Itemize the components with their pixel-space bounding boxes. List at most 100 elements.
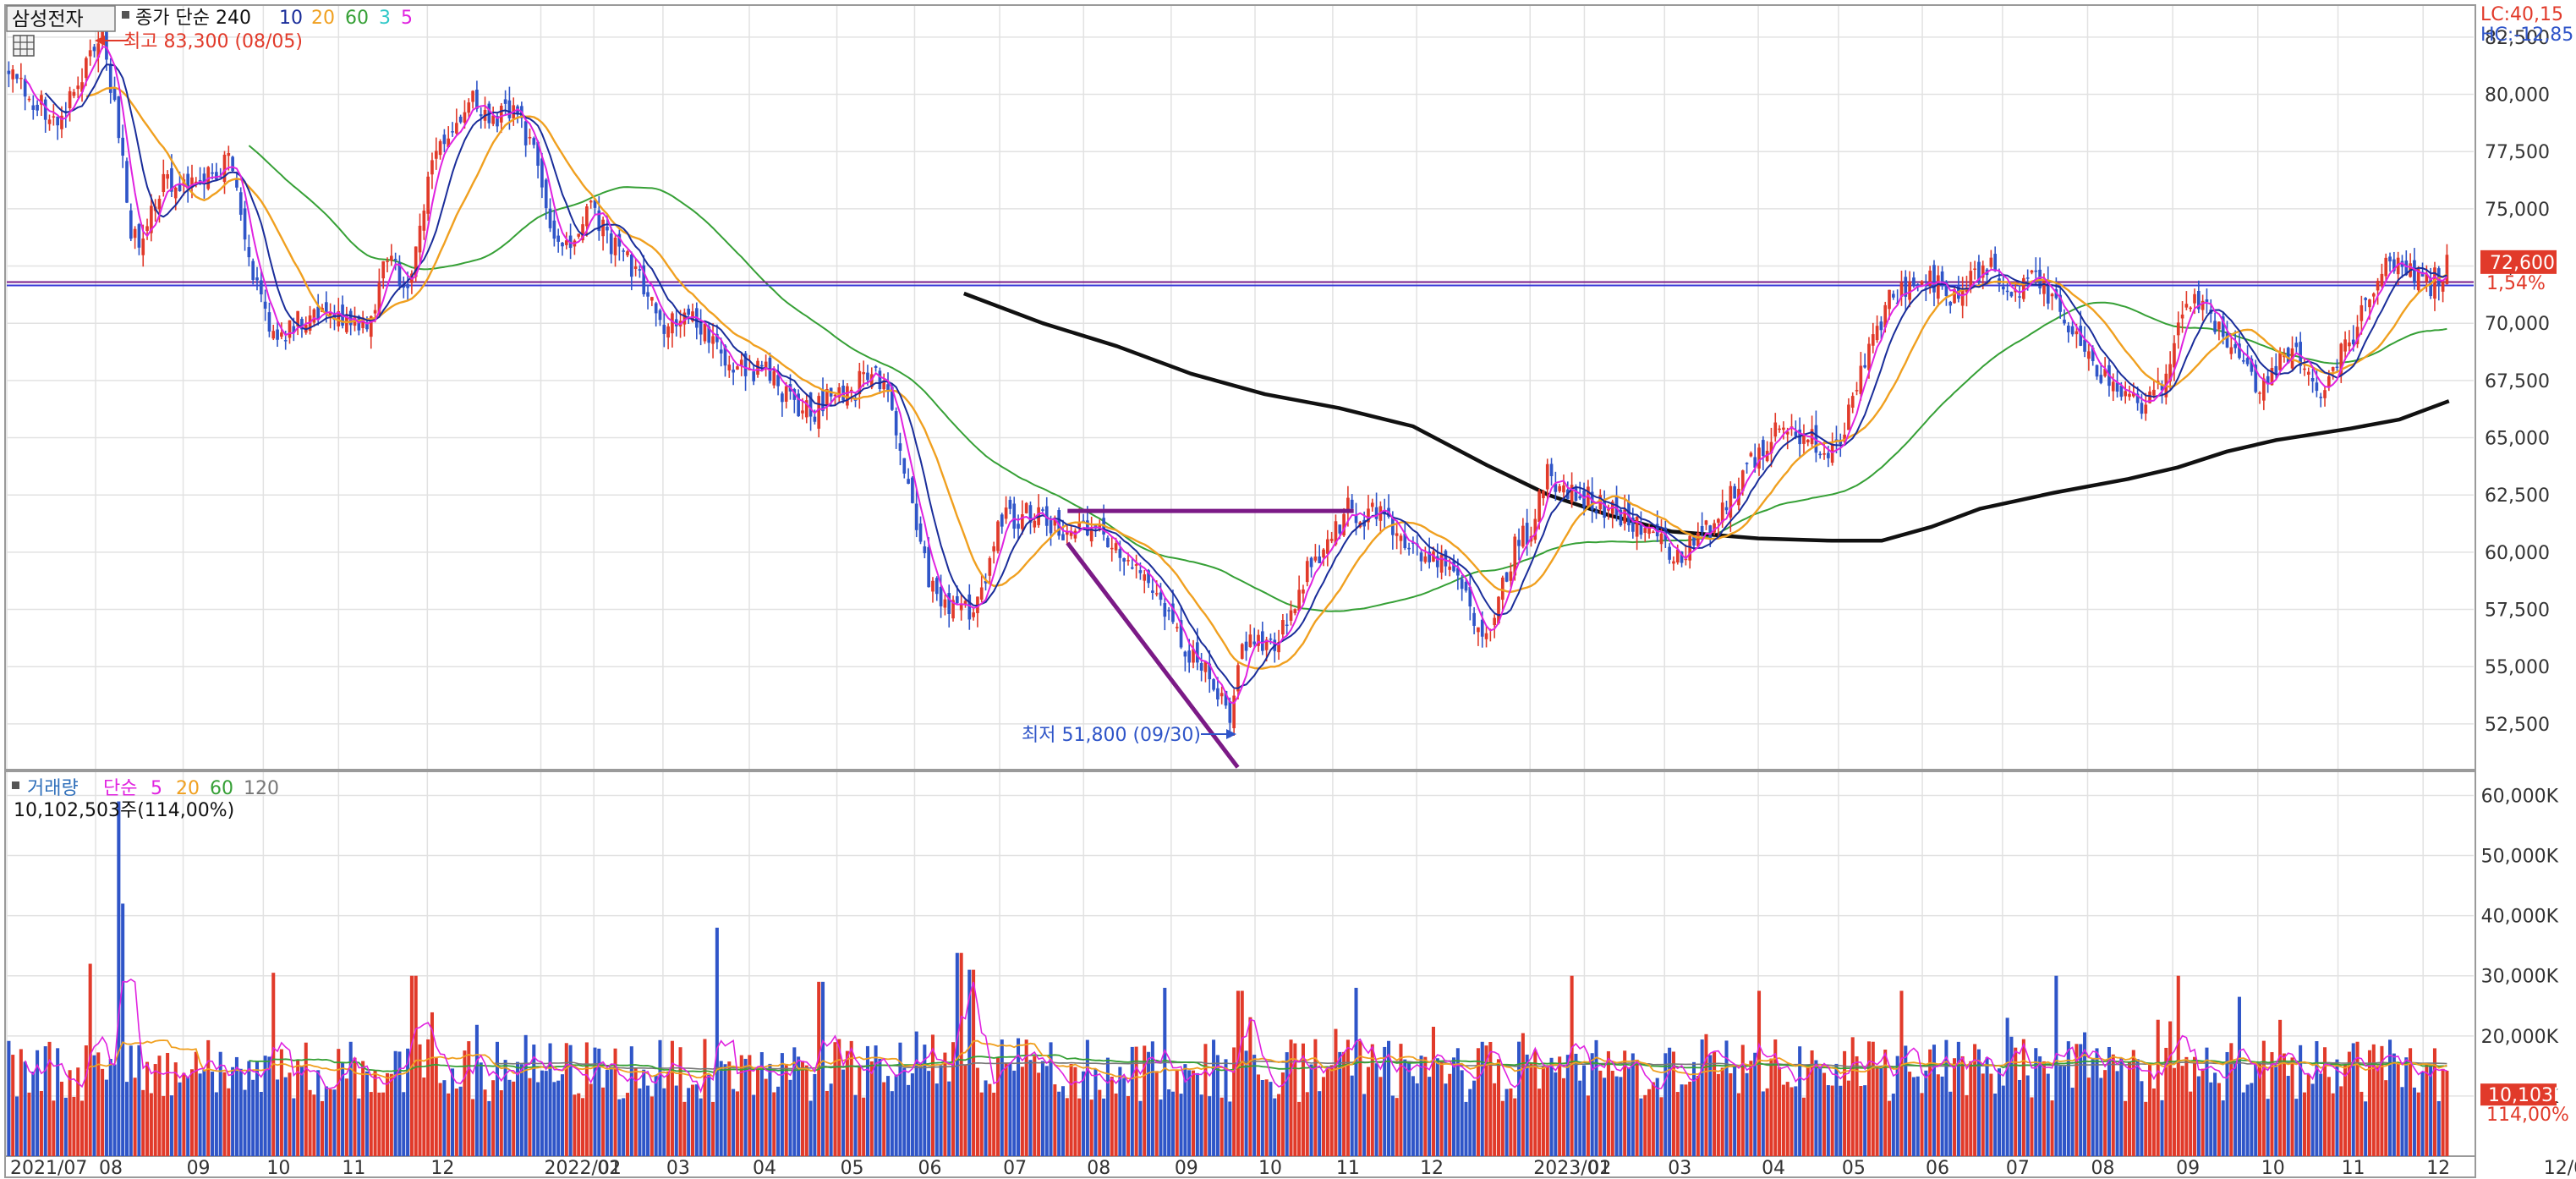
volume-bar [1183,1064,1187,1156]
candle-body [328,311,332,315]
candle-body [1228,701,1232,723]
candle-body [1724,507,1729,511]
candle-body [1827,452,1830,458]
candle-body [1346,497,1350,513]
volume-bar [2331,1093,2335,1156]
volume-bar [1981,1073,1985,1156]
price-pane[interactable] [4,4,2476,770]
volume-bar [613,1048,617,1156]
candle-body [540,158,544,188]
volume-bar [43,1046,47,1156]
volume-bar [947,1081,951,1156]
candle-body [1692,536,1696,546]
candle-body [1757,447,1761,469]
volume-bar [2367,1050,2371,1156]
volume-bar [1419,1056,1423,1156]
candle-body [743,353,748,376]
volume-bar [992,1092,996,1156]
volume-bar [662,1088,666,1156]
volume-bar [1318,1091,1322,1156]
candle-body [927,546,930,588]
candle-body [1863,365,1866,368]
candle-body [1578,496,1582,499]
candle-body [267,312,271,332]
candle-body [1154,593,1159,595]
candle-body [1892,293,1895,298]
volume-bar [2091,1058,2095,1156]
candle-body [2205,299,2209,302]
volume-bar [1334,1028,1338,1156]
volume-bar [1574,1053,1578,1156]
candle-body [92,47,96,52]
volume-bar [137,1045,141,1156]
candle-body [727,365,732,371]
candle-body [173,188,178,199]
volume-bar [422,1078,426,1156]
volume-tick-label: 40,000K [2481,907,2559,928]
volume-bar [2213,1072,2217,1156]
volume-bar [516,1061,520,1156]
candle-body [434,151,438,159]
candle-body [1313,557,1318,561]
candle-body [1468,586,1472,607]
volume-bar [642,1069,646,1156]
candle-body [523,121,528,145]
candle-body [2189,307,2193,310]
volume-bar [2355,1041,2360,1156]
volume-bar [389,1073,393,1156]
candle-body [2042,279,2046,294]
candle-body [759,365,764,367]
candle-body [2315,382,2319,392]
pattern-diagonal-line[interactable] [1066,541,1240,769]
candle-body [601,219,605,237]
volume-bar [1859,1086,1863,1156]
volume-bar [2278,1019,2283,1156]
candle-body [247,247,251,258]
candle-body [951,600,955,619]
candle-body [1183,651,1187,657]
volume-bar [874,1045,878,1156]
volume-bar [1944,1039,1948,1156]
volume-bar [2400,1087,2404,1156]
symbol-box[interactable] [6,5,116,32]
volume-bar [1366,1067,1370,1156]
volume-bar [2306,1074,2310,1156]
candle-body [2286,348,2290,364]
volume-pct: 114,00% [2486,1105,2569,1126]
candle-body [1782,427,1785,430]
volume-bar [1590,1053,1594,1156]
volume-bar [882,1082,886,1156]
volume-bar [1733,1065,1737,1156]
volume-bar [1789,1087,1794,1156]
volume-bar [1785,1082,1789,1156]
candle-body [1456,568,1460,576]
volume-bar [1346,1039,1350,1156]
table-icon[interactable] [13,35,35,57]
volume-bar [1798,1046,1802,1156]
volume-bar [1236,990,1240,1156]
candle-body [467,102,471,113]
candle-body [1012,503,1017,529]
volume-bar [2196,1076,2201,1156]
candle-body [1688,535,1692,561]
candle-body [1977,261,1981,282]
volume-bar [361,1061,365,1156]
candle-body [235,178,238,188]
candle-body [222,154,227,182]
volume-bar [214,1092,218,1156]
candle-body [56,116,59,126]
volume-bar [2335,1059,2339,1156]
candle-body [2351,339,2355,345]
volume-bar [907,1084,911,1156]
volume-bar [1668,1047,1672,1156]
candle-body [1607,508,1610,511]
candle-body [1244,641,1248,651]
volume-bar [1163,987,1167,1156]
volume-bar [930,1034,934,1156]
volume-bar [544,1071,548,1156]
candle-body [1309,557,1313,568]
volume-bar [1704,1034,1708,1156]
volume-bar [845,1050,849,1156]
volume-bar [1277,1094,1281,1156]
